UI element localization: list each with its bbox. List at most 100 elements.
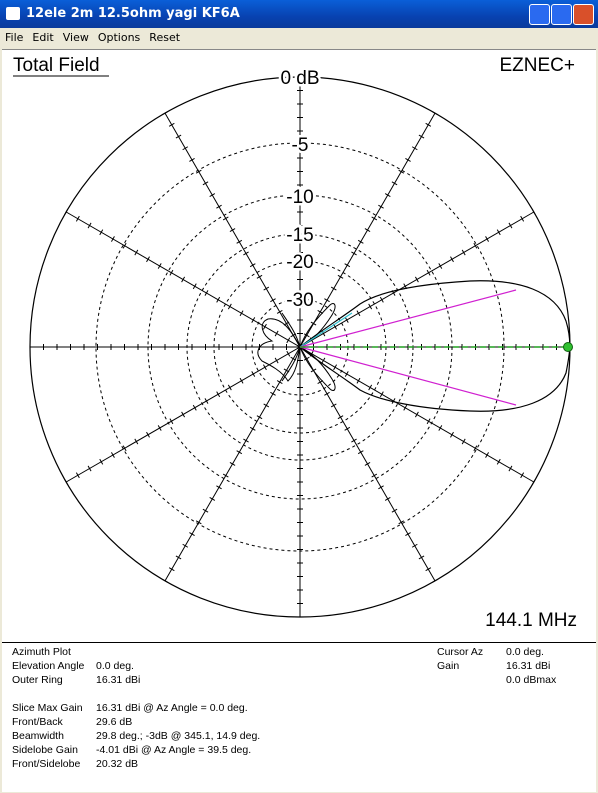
info-panel: Azimuth Plot Elevation Angle 0.0 deg. Outer… [2, 642, 596, 792]
spoke-tick [303, 356, 310, 361]
info-label: Sidelobe Gain [12, 744, 78, 756]
spoke-tick [438, 263, 443, 269]
spoke-tick [520, 472, 525, 479]
spoke-tick [531, 209, 536, 215]
spoke-tick [262, 323, 267, 330]
spoke-tick [425, 567, 432, 572]
spoke-tick [411, 543, 418, 548]
spoke-tick [286, 337, 291, 344]
spoke-tick [384, 193, 391, 197]
menu-item[interactable]: View [62, 31, 89, 44]
spoke-tick [391, 181, 398, 186]
spoke-tick [461, 438, 466, 445]
spoke-tick [168, 567, 175, 572]
spoke-tick [122, 445, 127, 452]
ring-label: -20 [286, 252, 313, 273]
spoke-tick [438, 425, 443, 431]
spoke-tick [175, 555, 182, 560]
minimize-button[interactable] [529, 4, 550, 25]
spoke-tick [87, 222, 92, 229]
info-label: Front/Back [12, 716, 63, 728]
spoke-tick [344, 426, 351, 431]
spoke-tick [426, 418, 431, 425]
spoke-tick [496, 229, 501, 236]
spoke-tick [450, 256, 454, 263]
spoke-tick [263, 403, 270, 408]
cursor-dot[interactable] [563, 342, 573, 352]
spoke-tick [216, 204, 222, 209]
spoke-tick [398, 520, 405, 525]
spoke-tick [204, 290, 209, 296]
spoke-tick [531, 479, 536, 485]
menu-item[interactable]: Edit [32, 31, 54, 44]
spoke-tick [473, 445, 478, 452]
spoke-tick [368, 384, 373, 391]
spoke-tick [251, 317, 256, 323]
info-label: Elevation Angle [12, 660, 85, 672]
spoke-tick [195, 520, 202, 525]
close-button[interactable] [573, 4, 594, 25]
menu-bar: File Edit View Options Reset [0, 28, 598, 48]
spoke-tick [405, 532, 411, 536]
spoke-tick [274, 330, 279, 337]
spoke-tick [256, 274, 263, 279]
spoke-tick [168, 122, 175, 127]
spoke-tick [162, 111, 168, 116]
spoke-tick [485, 452, 489, 458]
spoke-tick [432, 111, 438, 116]
info-label: Front/Sidelobe [12, 758, 81, 770]
spoke-tick [262, 364, 267, 371]
spoke-tick [134, 438, 139, 445]
spoke-tick [122, 242, 127, 249]
info-value: 0.0 deg. [506, 646, 544, 658]
beamwidth-line [299, 289, 517, 348]
spoke-tick [222, 473, 229, 478]
spoke-tick [496, 458, 501, 465]
spoke-tick [508, 222, 513, 229]
info-value: 29.8 deg.; -3dB @ 345.1, 14.9 deg. [96, 730, 261, 742]
sidelobe-marker [299, 312, 353, 348]
ring-label: -15 [286, 225, 313, 246]
spoke-tick [222, 216, 229, 221]
spoke-tick [405, 158, 411, 162]
menu-item[interactable]: Options [97, 31, 141, 44]
spoke-tick [432, 578, 438, 583]
spoke-tick [216, 391, 221, 398]
spoke-tick [195, 169, 202, 174]
spoke-tick [263, 286, 270, 291]
spoke-tick [236, 450, 243, 455]
spoke-tick [379, 296, 384, 303]
spoke-tick [99, 458, 104, 465]
menu-item[interactable]: Reset [149, 31, 181, 44]
spoke-tick [175, 134, 182, 139]
spoke-tick [64, 209, 69, 215]
beamwidth-line [299, 346, 517, 406]
spoke-tick [243, 251, 249, 256]
spoke-tick [356, 377, 361, 384]
spoke-tick [169, 418, 174, 425]
spoke-tick [330, 286, 337, 291]
spoke-tick [333, 364, 338, 371]
spoke-tick [189, 158, 195, 162]
maximize-button[interactable] [551, 4, 572, 25]
spoke-tick [286, 350, 291, 357]
spoke-tick [337, 415, 344, 420]
spoke-tick [508, 465, 513, 472]
info-value: 29.6 dB [96, 716, 133, 728]
spoke-tick [379, 391, 384, 398]
spoke-tick [270, 391, 276, 396]
spoke-tick [426, 269, 431, 276]
info-value: 16.31 dBi @ Az Angle = 0.0 deg. [96, 702, 248, 714]
menu-item[interactable]: File [5, 31, 24, 44]
spoke-tick [146, 431, 150, 438]
brand: EZNEC+ [500, 55, 576, 76]
spoke-tick [411, 146, 418, 151]
spoke-tick [274, 357, 279, 364]
frequency: 144.1 MHz [485, 610, 577, 631]
spoke-tick [169, 269, 174, 276]
spoke-tick [461, 249, 466, 256]
spoke-tick [418, 555, 425, 560]
spoke-tick [520, 215, 525, 222]
spoke-tick [111, 236, 115, 242]
